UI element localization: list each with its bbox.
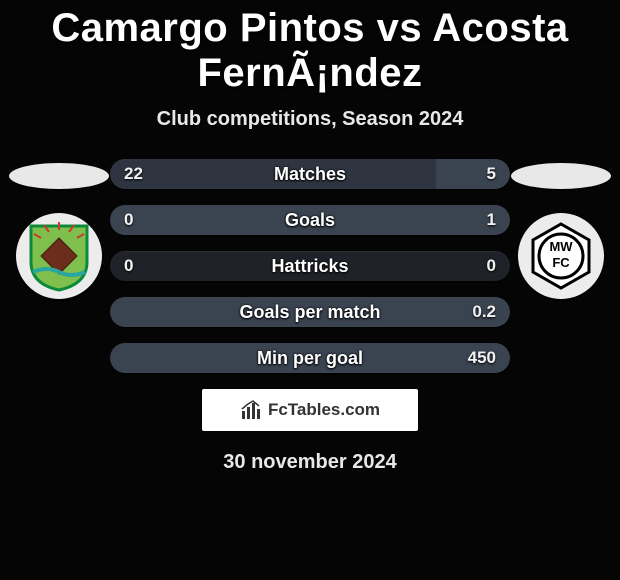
stat-row: Matches225: [110, 159, 510, 189]
stat-row: Min per goal450: [110, 343, 510, 373]
stat-row: Goals01: [110, 205, 510, 235]
stat-fill-right: [110, 343, 510, 373]
page-subtitle: Club competitions, Season 2024: [0, 108, 620, 131]
left-club-badge: [16, 213, 102, 299]
branding-badge: FcTables.com: [202, 389, 418, 431]
stat-value-right: 0: [487, 251, 496, 281]
stat-row: Hattricks0 0: [110, 251, 510, 281]
svg-text:MW: MW: [549, 239, 573, 254]
footer-date: 30 november 2024: [0, 451, 620, 474]
stat-row: Goals per match0.2: [110, 297, 510, 327]
stat-value-left: 0: [124, 251, 133, 281]
right-country-ellipse: [511, 163, 611, 189]
right-player-column: MW FC: [506, 159, 616, 299]
stat-fill-left: [110, 159, 436, 189]
stat-fill-right: [110, 297, 510, 327]
bar-chart-icon: [240, 399, 262, 421]
svg-text:FC: FC: [552, 255, 570, 270]
left-club-badge-icon: [27, 220, 91, 292]
right-club-badge: MW FC: [518, 213, 604, 299]
branding-text: FcTables.com: [268, 400, 380, 420]
left-country-ellipse: [9, 163, 109, 189]
right-club-badge-icon: MW FC: [525, 220, 597, 292]
stat-fill-right: [436, 159, 510, 189]
stat-fill-right: [110, 205, 510, 235]
comparison-stage: MW FC Matches225 Goals01 Hattricks0 0 Goals …: [0, 159, 620, 373]
left-player-column: [4, 159, 114, 299]
stat-rows: Matches225 Goals01 Hattricks0 0 Goals per ma…: [110, 159, 510, 373]
page-title: Camargo Pintos vs Acosta FernÃ¡ndez: [0, 0, 620, 96]
stat-label: Hattricks: [110, 251, 510, 281]
